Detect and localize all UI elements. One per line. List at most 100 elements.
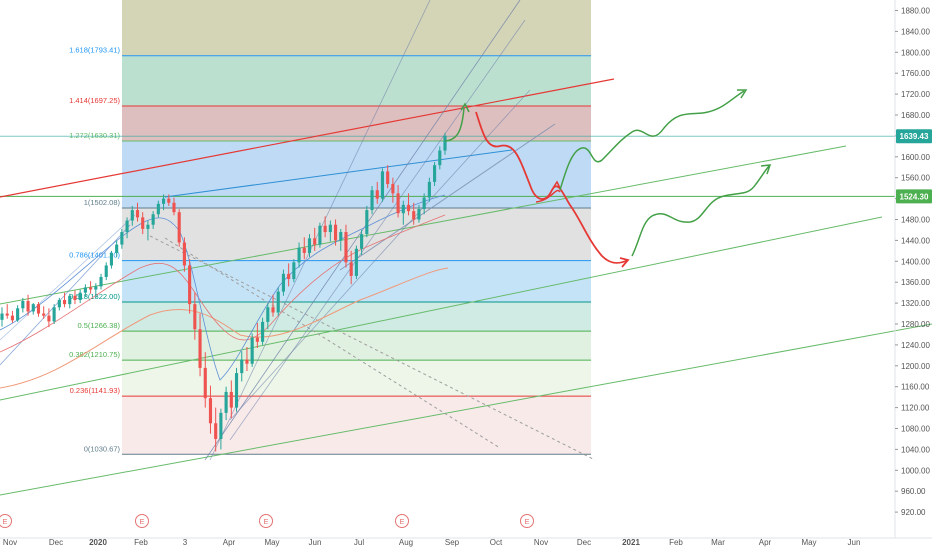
candle: [47, 308, 51, 328]
candle-body: [68, 295, 72, 305]
fib-level-label: 0.236(1141.93): [70, 386, 121, 395]
candle: [16, 305, 20, 322]
candle-body: [78, 292, 82, 300]
arrow-head: [760, 164, 772, 175]
candle-body: [245, 359, 249, 364]
time-tick-label: Nov: [3, 538, 17, 547]
arrow-head: [619, 257, 630, 268]
candle: [52, 304, 56, 324]
green-channel-middle[interactable]: [0, 216, 883, 401]
candle: [141, 212, 145, 235]
candle: [234, 367, 239, 412]
fib-level-label: 1.618(1793.41): [69, 46, 120, 55]
candle: [292, 259, 296, 283]
blue-trend-line[interactable]: [164, 149, 513, 198]
candle-body: [172, 202, 176, 213]
candle-body: [396, 193, 400, 214]
projection-bear-small[interactable]: [535, 189, 561, 203]
price-tick-label: 1160.00: [901, 383, 930, 392]
candle-body: [146, 224, 150, 229]
candle: [360, 229, 364, 256]
candle-body: [94, 286, 98, 290]
current-price-badge: [896, 129, 932, 144]
price-tick-label: 1680.00: [901, 111, 930, 120]
candle: [271, 294, 275, 317]
price-tick-label: 1720.00: [901, 90, 930, 99]
candle: [245, 346, 249, 372]
green-channel-lower[interactable]: [0, 323, 932, 496]
candle-body: [433, 165, 437, 182]
candle-body: [339, 232, 343, 241]
dashed-decline-ext[interactable]: [149, 235, 596, 461]
candle-body: [109, 252, 114, 266]
candle: [391, 177, 395, 203]
fan-line-1[interactable]: [204, 0, 521, 461]
candle: [297, 242, 301, 268]
current-price-label: 1639.43: [900, 132, 929, 141]
fib-level-label: 1(1502.08): [84, 198, 121, 207]
fan-line-3[interactable]: [229, 19, 526, 441]
candle: [287, 263, 291, 287]
price-tick-label: 920.00: [901, 508, 926, 517]
projection-bear-path[interactable]: [475, 111, 629, 264]
candle-body: [370, 190, 374, 211]
candle: [219, 408, 223, 450]
left-fan-line-2[interactable]: [0, 214, 136, 341]
ma-long: [0, 267, 449, 389]
time-tick-label: Sep: [445, 538, 460, 547]
earnings-event-marker[interactable]: E: [520, 514, 534, 528]
candle-body: [344, 232, 348, 263]
candle: [438, 146, 442, 170]
candle-body: [292, 262, 296, 280]
price-tick-label: 1400.00: [901, 257, 930, 266]
price-tick-label: 1360.00: [901, 278, 930, 287]
event-marker-circle: [0, 514, 12, 528]
candle: [333, 219, 338, 246]
candle: [193, 292, 197, 340]
projection-bull-path-2[interactable]: [631, 165, 770, 257]
earnings-event-marker[interactable]: E: [0, 514, 12, 528]
candle-body: [99, 276, 103, 287]
candle-body: [386, 171, 390, 184]
candle: [255, 322, 259, 349]
trend-lines[interactable]: [0, 0, 932, 496]
earnings-event-marker[interactable]: E: [395, 514, 409, 528]
candle-body: [177, 212, 181, 243]
candle-body: [281, 273, 285, 292]
candle: [104, 262, 108, 281]
candle: [73, 290, 77, 305]
event-marker-label: E: [263, 517, 268, 526]
earnings-event-marker[interactable]: E: [135, 514, 149, 528]
candle-body: [266, 307, 270, 322]
candle-body: [219, 412, 223, 439]
time-tick-label: May: [264, 538, 279, 547]
projection-bull-short[interactable]: [444, 107, 465, 142]
candle: [422, 193, 426, 215]
projection-bull-path-1[interactable]: [559, 90, 745, 191]
candle-body: [313, 238, 317, 245]
candle-body: [167, 198, 171, 203]
fan-line-4[interactable]: [229, 89, 531, 421]
candle: [427, 177, 431, 202]
time-tick-label: Feb: [134, 538, 148, 547]
red-resistance-line[interactable]: [0, 78, 615, 198]
candle: [5, 304, 9, 319]
candle-body: [422, 197, 426, 210]
candle-body: [73, 295, 77, 300]
price-tick-label: 1320.00: [901, 299, 930, 308]
candle-body: [412, 211, 416, 220]
earnings-event-marker[interactable]: E: [259, 514, 273, 528]
candle: [21, 297, 25, 313]
price-tick-label: 1200.00: [901, 362, 930, 371]
candle: [250, 333, 254, 367]
candle-body: [271, 307, 275, 313]
projection-paths[interactable]: [444, 89, 772, 268]
event-marker-circle: [259, 514, 273, 528]
level-price-label: 1524.30: [900, 192, 929, 201]
candle-body: [31, 304, 35, 312]
price-tick-label: 1760.00: [901, 69, 930, 78]
gray-trend-line[interactable]: [339, 123, 556, 271]
green-channel-upper[interactable]: [0, 145, 847, 305]
